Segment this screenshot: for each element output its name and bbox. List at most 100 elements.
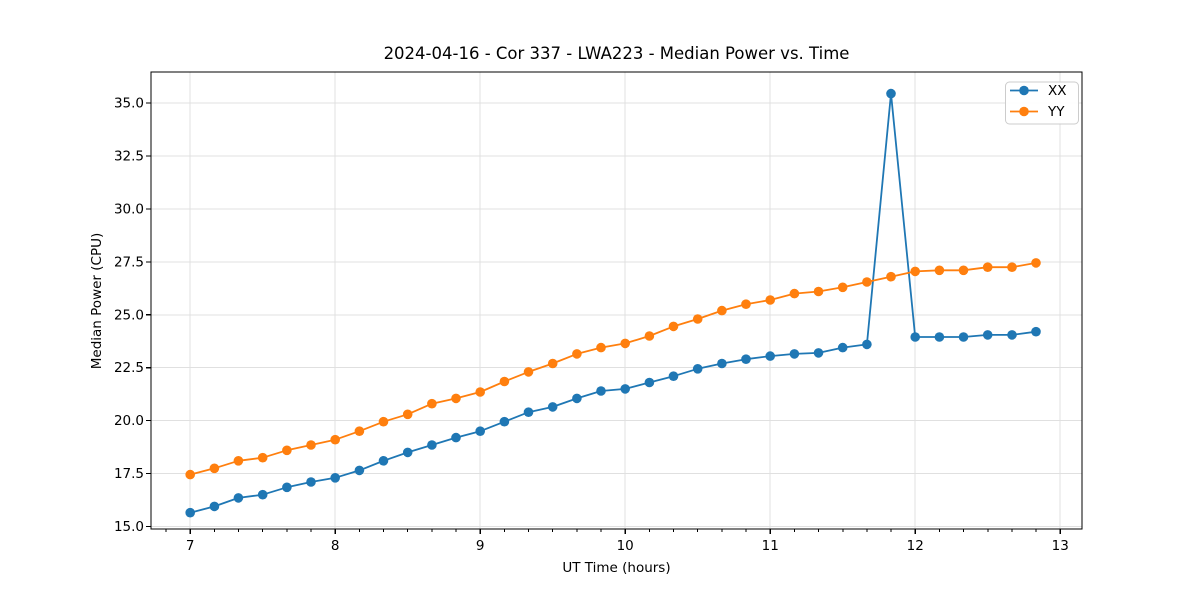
y-tick-label: 35.0 [114, 96, 144, 112]
data-point-XX [257, 489, 268, 500]
data-point-YY [185, 469, 195, 480]
data-point-YY [958, 265, 969, 276]
y-tick-label: 20.0 [114, 413, 144, 429]
data-point-XX [427, 440, 437, 450]
data-point-YY [499, 376, 510, 387]
data-point-XX [330, 473, 341, 483]
data-point-YY [547, 358, 558, 369]
data-point-YY [451, 393, 461, 404]
data-point-YY [306, 440, 316, 450]
data-point-YY [1007, 262, 1017, 273]
data-point-XX [572, 393, 582, 404]
series-XX [185, 88, 1041, 518]
data-point-YY [475, 387, 486, 397]
data-point-YY [620, 338, 630, 349]
data-point-XX [741, 354, 751, 365]
data-point-XX [596, 386, 606, 396]
data-point-XX [354, 465, 365, 476]
data-point-XX [692, 364, 703, 374]
legend-label: YY [1047, 104, 1065, 120]
x-tick-label: 8 [331, 538, 340, 554]
data-point-XX [982, 330, 993, 340]
data-point-YY [934, 265, 945, 276]
data-point-YY [378, 416, 389, 427]
data-point-XX [886, 88, 896, 99]
data-point-XX [862, 339, 872, 350]
x-tick-label: 12 [907, 538, 924, 554]
plot-frame [150, 71, 1083, 530]
data-point-XX [620, 384, 630, 394]
legend-marker [1019, 85, 1029, 96]
data-point-YY [402, 409, 413, 420]
x-tick-label: 13 [1052, 538, 1069, 554]
data-point-XX [644, 377, 655, 388]
x-tick-label: 7 [186, 538, 195, 554]
data-point-YY [982, 262, 993, 273]
data-point-XX [958, 332, 969, 342]
data-point-XX [378, 456, 389, 466]
data-point-XX [668, 371, 679, 382]
data-point-YY [644, 331, 655, 341]
data-point-XX [717, 358, 727, 369]
data-point-YY [813, 286, 824, 297]
data-point-XX [233, 493, 244, 503]
series-YY [185, 258, 1041, 480]
y-tick-label: 25.0 [114, 307, 144, 323]
data-point-YY [886, 271, 896, 282]
data-point-XX [789, 349, 800, 359]
data-point-XX [475, 426, 486, 437]
data-point-XX [523, 407, 534, 418]
gridlines [151, 72, 1082, 529]
x-axis-label: UT Time (hours) [562, 560, 671, 576]
data-point-XX [1007, 330, 1017, 340]
y-axis: 15.0 17.5 20.0 22.5 25.0 27.5 30.0 32.5 35.0 [114, 96, 151, 535]
data-point-YY [572, 349, 582, 359]
data-point-YY [596, 342, 606, 353]
data-point-YY [354, 426, 365, 437]
data-point-YY [233, 456, 244, 466]
data-point-YY [523, 367, 534, 377]
data-point-XX [1031, 326, 1041, 337]
y-tick-label: 22.5 [114, 360, 144, 376]
data-point-XX [813, 348, 824, 358]
y-tick-label: 15.0 [114, 519, 144, 535]
x-tick-label: 11 [762, 538, 779, 554]
data-point-XX [306, 477, 316, 487]
data-point-YY [910, 266, 920, 277]
y-tick-label: 32.5 [114, 149, 144, 165]
y-tick-label: 17.5 [114, 466, 144, 482]
data-point-YY [692, 314, 703, 324]
y-tick-label: 30.0 [114, 201, 144, 217]
x-axis: 7 8 9 10 11 12 13 [165, 529, 1069, 554]
legend-label: XX [1048, 83, 1067, 99]
data-point-YY [862, 277, 872, 287]
y-tick-label: 27.5 [114, 254, 144, 270]
x-tick-label: 9 [476, 538, 485, 554]
data-point-XX [209, 501, 220, 512]
data-point-XX [282, 482, 292, 493]
data-point-YY [257, 452, 268, 463]
data-point-YY [209, 463, 220, 474]
data-point-YY [330, 434, 341, 445]
data-point-YY [717, 305, 727, 316]
data-point-YY [765, 295, 775, 305]
data-point-XX [547, 402, 558, 412]
x-tick-label: 10 [617, 538, 634, 554]
data-point-XX [185, 507, 195, 518]
data-point-XX [499, 416, 510, 427]
data-point-XX [837, 342, 848, 353]
data-point-XX [402, 447, 413, 458]
data-point-YY [282, 445, 292, 456]
legend: XX YY [1005, 81, 1079, 125]
data-point-XX [765, 351, 775, 361]
data-point-YY [427, 398, 437, 409]
data-point-XX [910, 332, 920, 342]
data-point-XX [451, 432, 461, 443]
data-point-YY [741, 299, 751, 310]
data-point-YY [1031, 258, 1041, 268]
data-point-XX [934, 332, 945, 342]
data-point-YY [837, 282, 848, 293]
legend-marker [1019, 106, 1029, 117]
